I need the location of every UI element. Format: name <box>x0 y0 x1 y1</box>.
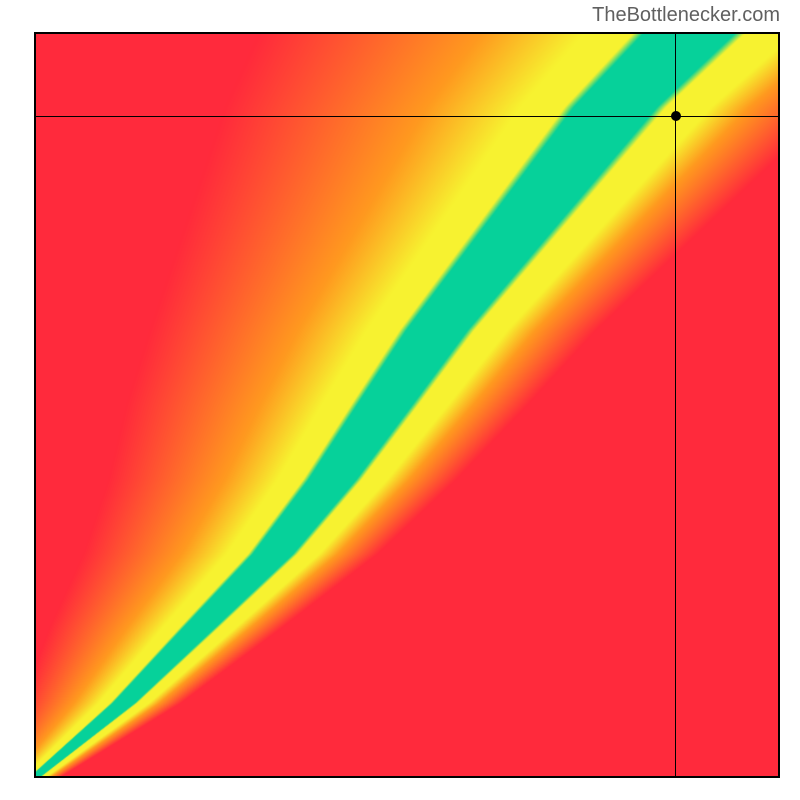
plot-frame <box>34 32 780 778</box>
root: TheBottlenecker.com <box>0 0 800 800</box>
watermark-text: TheBottlenecker.com <box>592 4 780 27</box>
